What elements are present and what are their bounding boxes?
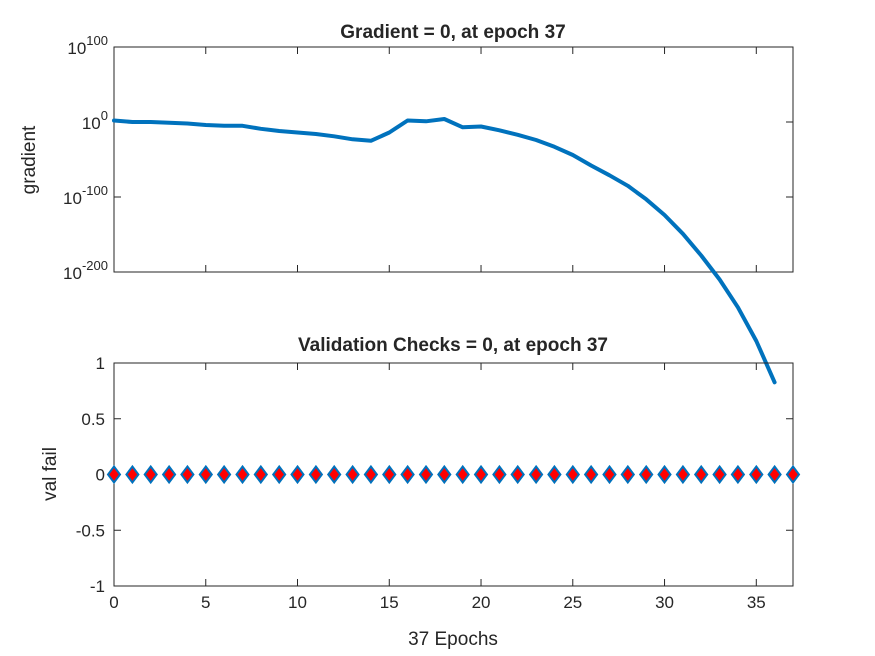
validation-xtick-label: 20 (472, 593, 491, 612)
validation-xtick-label: 25 (563, 593, 582, 612)
validation-ytick-label: 0 (96, 466, 105, 485)
gradient-ytick-base: 10 (63, 264, 82, 283)
gradient-ytick-base: 10 (82, 114, 101, 133)
validation-yticks: 1 0.5 0 -0.5 -1 (76, 354, 793, 596)
validation-point (216, 464, 232, 485)
validation-point (382, 464, 397, 485)
validation-point (143, 464, 158, 485)
validation-point (657, 464, 672, 485)
validation-point (675, 464, 691, 485)
validation-point (528, 464, 544, 485)
validation-point (418, 464, 434, 485)
validation-point (326, 464, 342, 485)
validation-point (235, 464, 250, 485)
gradient-ytick-label: 100 (82, 108, 108, 133)
gradient-ytick-label: 10-100 (63, 183, 108, 208)
validation-point (785, 464, 801, 485)
validation-xtick-label: 0 (109, 593, 118, 612)
validation-axes (113, 362, 794, 587)
validation-xtick-label: 5 (201, 593, 210, 612)
gradient-subplot: Gradient = 0, at epoch 37 gradient 10100… (19, 22, 794, 385)
validation-ytick-label: 0.5 (81, 410, 105, 429)
validation-point (290, 464, 305, 485)
gradient-ytick-exponent: -100 (82, 183, 108, 198)
validation-point (730, 464, 746, 485)
validation-markers (106, 464, 801, 485)
validation-xtick-label: 30 (655, 593, 674, 612)
validation-point (510, 464, 525, 485)
gradient-series-line (112, 117, 777, 385)
validation-ylabel: val fail (40, 447, 61, 501)
validation-point (455, 464, 470, 485)
validation-point (565, 464, 581, 485)
validation-ytick-label: -1 (90, 577, 105, 596)
validation-point (363, 464, 379, 485)
validation-point (161, 464, 177, 485)
validation-point (308, 464, 324, 485)
validation-point (271, 464, 287, 485)
gradient-axes (113, 46, 794, 273)
validation-point (602, 464, 617, 485)
validation-point (198, 464, 214, 485)
validation-point (712, 464, 727, 485)
validation-point (106, 464, 122, 485)
validation-point (638, 464, 654, 485)
gradient-ylabel: gradient (19, 125, 40, 194)
gradient-xticks (113, 47, 757, 272)
validation-point (400, 464, 415, 485)
validation-xlabel: 37 Epochs (408, 629, 498, 650)
gradient-title: Gradient = 0, at epoch 37 (340, 22, 565, 43)
gradient-ytick-base: 10 (67, 39, 86, 58)
validation-point (473, 464, 489, 485)
validation-point (693, 464, 709, 485)
gradient-ytick-label: 10-200 (63, 258, 108, 283)
validation-ytick-label: 1 (96, 354, 105, 373)
validation-point (767, 464, 782, 485)
validation-point (620, 464, 636, 485)
gradient-ytick-base: 10 (63, 189, 82, 208)
validation-title: Validation Checks = 0, at epoch 37 (298, 335, 608, 356)
validation-xtick-label: 15 (380, 593, 399, 612)
validation-point (125, 464, 140, 485)
gradient-ytick-exponent: 0 (101, 108, 108, 123)
validation-point (749, 464, 764, 485)
validation-point (583, 464, 599, 485)
validation-point (547, 464, 562, 485)
gradient-ytick-label: 10100 (67, 33, 108, 58)
validation-ytick-label: -0.5 (76, 521, 105, 540)
validation-point (437, 464, 452, 485)
validation-xticks: 0 5 10 15 20 25 30 35 (109, 363, 766, 612)
validation-xtick-label: 35 (747, 593, 766, 612)
gradient-ytick-exponent: -200 (82, 258, 108, 273)
validation-point (492, 464, 507, 485)
gradient-ytick-exponent: 100 (86, 33, 108, 48)
validation-xtick-label: 10 (288, 593, 307, 612)
validation-subplot: Validation Checks = 0, at epoch 37 val f… (40, 335, 801, 650)
validation-point (180, 464, 195, 485)
validation-point (345, 464, 360, 485)
validation-point (253, 464, 269, 485)
